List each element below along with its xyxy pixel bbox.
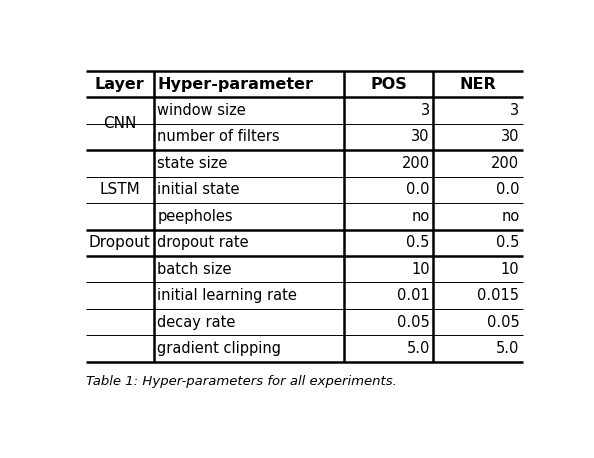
Text: batch size: batch size — [157, 262, 232, 277]
Text: 5.0: 5.0 — [406, 341, 429, 356]
Text: Table 1: Hyper-parameters for all experiments.: Table 1: Hyper-parameters for all experi… — [86, 375, 397, 387]
Text: 0.5: 0.5 — [496, 235, 519, 250]
Text: 30: 30 — [411, 130, 429, 144]
Text: Layer: Layer — [95, 76, 144, 92]
Text: CNN: CNN — [103, 116, 137, 131]
Text: gradient clipping: gradient clipping — [157, 341, 281, 356]
Text: 30: 30 — [501, 130, 519, 144]
Text: 0.05: 0.05 — [486, 315, 519, 330]
Text: POS: POS — [370, 76, 407, 92]
Text: decay rate: decay rate — [157, 315, 236, 330]
Text: 10: 10 — [501, 262, 519, 277]
Text: 0.015: 0.015 — [478, 288, 519, 303]
Text: number of filters: number of filters — [157, 130, 280, 144]
Text: LSTM: LSTM — [99, 182, 140, 197]
Text: Hyper-parameter: Hyper-parameter — [157, 76, 313, 92]
Text: 0.01: 0.01 — [397, 288, 429, 303]
Text: 200: 200 — [402, 156, 429, 171]
Text: 200: 200 — [491, 156, 519, 171]
Text: no: no — [412, 209, 429, 224]
Text: 3: 3 — [510, 103, 519, 118]
Text: 5.0: 5.0 — [496, 341, 519, 356]
Text: NER: NER — [460, 76, 497, 92]
Text: Dropout: Dropout — [89, 235, 151, 250]
Text: initial learning rate: initial learning rate — [157, 288, 297, 303]
Text: 0.05: 0.05 — [397, 315, 429, 330]
Text: 0.0: 0.0 — [496, 182, 519, 197]
Text: 3: 3 — [421, 103, 429, 118]
Text: dropout rate: dropout rate — [157, 235, 249, 250]
Text: 0.0: 0.0 — [406, 182, 429, 197]
Text: state size: state size — [157, 156, 228, 171]
Text: peepholes: peepholes — [157, 209, 233, 224]
Text: window size: window size — [157, 103, 246, 118]
Text: 0.5: 0.5 — [406, 235, 429, 250]
Text: initial state: initial state — [157, 182, 240, 197]
Text: no: no — [501, 209, 519, 224]
Text: 10: 10 — [411, 262, 429, 277]
